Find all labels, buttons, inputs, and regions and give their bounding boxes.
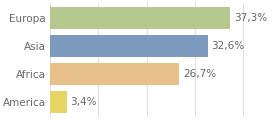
Text: 3,4%: 3,4% xyxy=(70,97,97,107)
Bar xyxy=(50,35,208,57)
Bar xyxy=(50,91,67,113)
Text: 32,6%: 32,6% xyxy=(211,41,245,51)
Bar xyxy=(50,63,179,85)
Bar xyxy=(50,7,230,29)
Text: 26,7%: 26,7% xyxy=(183,69,216,79)
Text: 37,3%: 37,3% xyxy=(234,13,267,23)
